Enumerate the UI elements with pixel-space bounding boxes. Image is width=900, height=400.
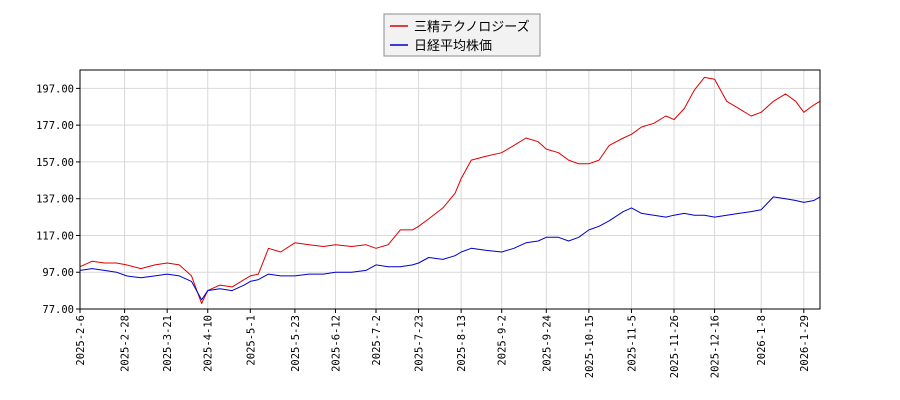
x-tick-label: 2025-3-21 — [162, 315, 174, 372]
x-tick-label: 2025-9-24 — [541, 315, 553, 372]
x-tick-label: 2025-11-26 — [669, 315, 681, 378]
x-tick-label: 2025-4-10 — [203, 315, 215, 372]
y-tick-label: 197.00 — [36, 83, 74, 95]
x-tick-label: 2025-10-15 — [584, 315, 596, 378]
series-layer — [79, 76, 821, 304]
y-tick-label: 177.00 — [36, 120, 74, 132]
x-tick-label: 2025-12-16 — [710, 315, 722, 378]
x-tick-label: 2026-1-29 — [799, 315, 811, 372]
series-line-sansei — [79, 76, 821, 304]
x-tick-label: 2025-9-2 — [497, 315, 509, 366]
grid-layer — [79, 70, 820, 310]
y-tick-label: 97.00 — [42, 267, 74, 279]
series-line-nikkei — [79, 196, 821, 301]
y-tick-label: 117.00 — [36, 230, 74, 242]
x-tick-label: 2025-5-23 — [290, 315, 302, 372]
y-axis: 77.00 97.00 117.00 137.00 157.00 177.00 197.00 — [36, 83, 80, 316]
x-tick-label: 2026-1-8 — [756, 315, 768, 366]
y-tick-label: 77.00 — [42, 304, 74, 316]
y-tick-label: 137.00 — [36, 194, 74, 206]
plot-frame — [79, 69, 821, 310]
x-tick-label: 2025-11-5 — [626, 315, 638, 372]
y-tick-label: 157.00 — [36, 157, 74, 169]
x-tick-label: 2025-2-6 — [75, 315, 87, 366]
legend-box — [383, 13, 541, 57]
x-axis: 2025-2-6 2025-2-28 2025-3-21 2025-4-10 2025-… — [75, 309, 811, 378]
legend: 三精テクノロジーズ 日経平均株価 — [383, 13, 541, 57]
x-tick-label: 2025-7-2 — [371, 315, 383, 366]
x-tick-label: 2025-6-12 — [330, 315, 342, 372]
x-tick-label: 2025-8-13 — [456, 315, 468, 372]
legend-label-sansei: 三精テクノロジーズ — [414, 19, 530, 35]
x-tick-label: 2025-5-1 — [245, 315, 257, 366]
x-tick-label: 2025-2-28 — [120, 315, 132, 372]
x-tick-label: 2025-7-23 — [414, 315, 426, 372]
legend-label-nikkei: 日経平均株価 — [414, 39, 492, 54]
